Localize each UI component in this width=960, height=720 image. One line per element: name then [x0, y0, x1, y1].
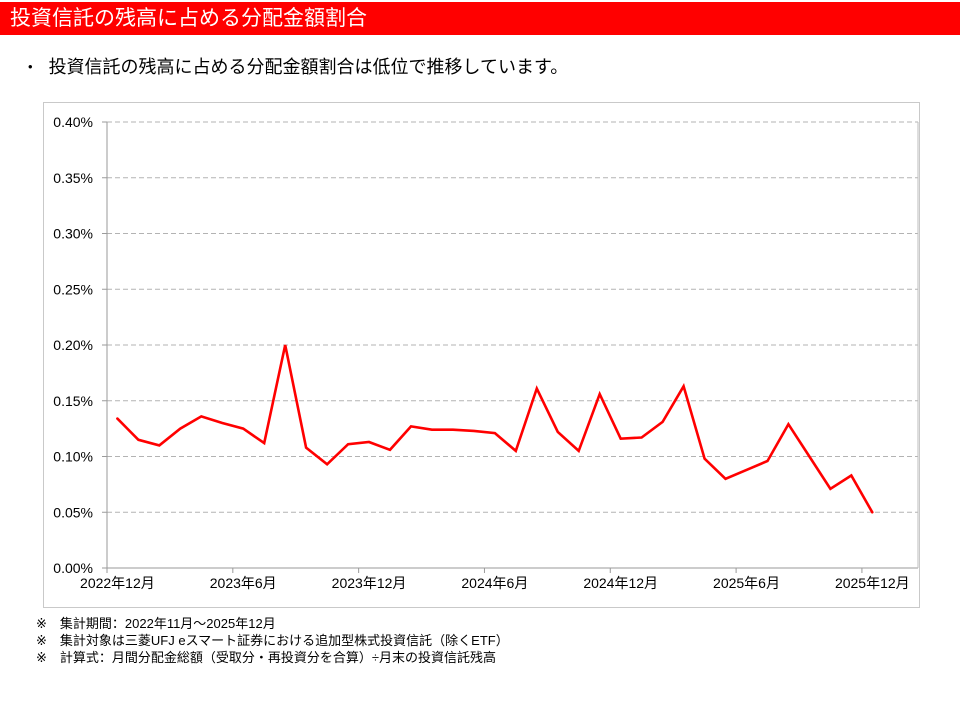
page-title: 投資信託の残高に占める分配金額割合 [10, 7, 367, 30]
series-line [116, 344, 874, 514]
gridlines [107, 121, 918, 513]
footnote-line: ※ 集計期間：2022年11月～2025年12月 [36, 616, 276, 631]
footnote-line: ※ 計算式：月間分配金総額（受取分・再投資分を合算）÷月末の投資信託残高 [36, 650, 497, 665]
y-tick-label: 0.20% [53, 337, 93, 353]
y-tick-label: 0.15% [53, 393, 93, 409]
title-bar: 投資信託の残高に占める分配金額割合 [0, 2, 960, 35]
x-tick-label: 2023年12月 [332, 575, 407, 591]
y-tick-label: 0.25% [53, 281, 93, 297]
distribution-ratio-line-chart: 0.00% 0.05% 0.10% 0.15% 0.20% 0.25% 0.30% 0.35%… [53, 114, 919, 591]
x-tick-label: 2024年12月 [583, 575, 658, 591]
y-tick-label: 0.05% [53, 504, 93, 520]
y-tick-label: 0.10% [53, 449, 93, 465]
x-tick-label: 2024年6月 [461, 575, 528, 591]
chart-frame: 0.00% 0.05% 0.10% 0.15% 0.20% 0.25% 0.30% 0.35%… [43, 102, 920, 608]
x-axis-labels: 2022年12月 2023年6月 2023年12月 2024年6月 2024年12月 20… [80, 568, 910, 591]
y-tick-label: 0.30% [53, 226, 93, 242]
y-tick-label: 0.00% [53, 560, 93, 576]
y-tick-label: 0.40% [53, 114, 93, 130]
bullet-icon: • [28, 59, 33, 74]
x-tick-label: 2023年6月 [210, 575, 277, 591]
x-tick-label: 2025年12月 [835, 575, 910, 591]
y-tick-label: 0.35% [53, 170, 93, 186]
x-tick-label: 2022年12月 [80, 575, 155, 591]
footnotes: ※ 集計期間：2022年11月～2025年12月 ※ 集計対象は三菱UFJ eス… [36, 615, 509, 666]
bullet-row: • 投資信託の残高に占める分配金額割合は低位で推移しています。 [28, 55, 928, 79]
footnote-line: ※ 集計対象は三菱UFJ eスマート証券における追加型株式投資信託（除くETF） [36, 633, 509, 648]
y-axis-labels: 0.00% 0.05% 0.10% 0.15% 0.20% 0.25% 0.30% 0.35%… [53, 114, 107, 576]
x-tick-label: 2025年6月 [713, 575, 780, 591]
bullet-text: 投資信託の残高に占める分配金額割合は低位で推移しています。 [48, 57, 569, 77]
